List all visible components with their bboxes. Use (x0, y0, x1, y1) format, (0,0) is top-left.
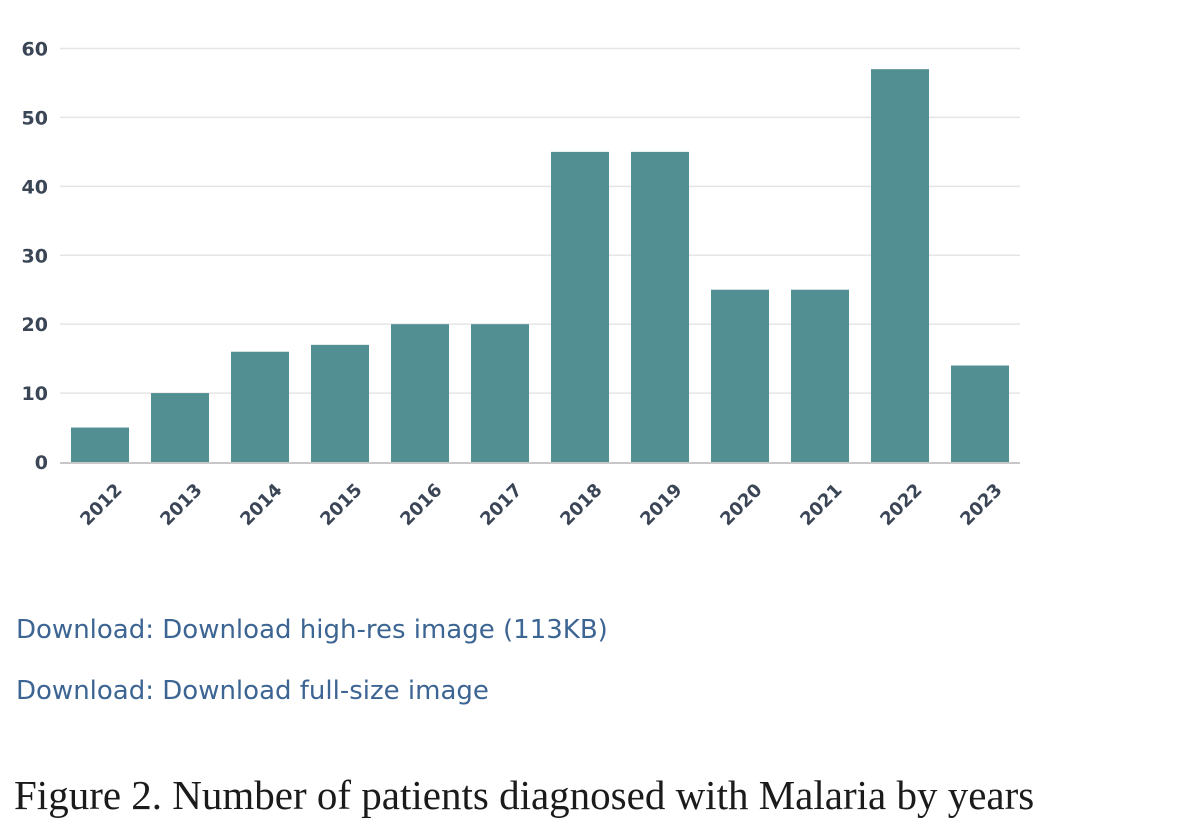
bar-2020 (711, 289, 769, 462)
bars (71, 69, 1009, 463)
x-tick-label: 2019 (636, 480, 686, 530)
x-tick-label: 2016 (396, 480, 446, 530)
bar-2014 (231, 351, 289, 462)
x-tick-label: 2020 (716, 480, 766, 530)
y-tick-label: 60 (22, 39, 48, 61)
bar-2022 (871, 69, 929, 463)
download-full-size-link[interactable]: Download: Download full-size image (16, 676, 489, 706)
bar-2012 (71, 427, 129, 462)
x-tick-label: 2018 (556, 480, 606, 530)
x-tick-label: 2023 (956, 480, 1006, 530)
y-tick-label: 0 (35, 452, 48, 474)
bar-2017 (471, 324, 529, 462)
gridlines (60, 47, 1020, 394)
x-tick-label: 2013 (156, 480, 206, 530)
bar-2018 (551, 151, 609, 462)
x-tick-label: 2014 (236, 480, 286, 530)
bar-2019 (631, 151, 689, 462)
x-tick-label: 2021 (796, 480, 846, 530)
bar-2015 (311, 344, 369, 462)
y-tick-label: 30 (22, 245, 48, 267)
x-tick-label: 2015 (316, 480, 366, 530)
x-tick-label: 2022 (876, 480, 926, 530)
download-high-res-link[interactable]: Download: Download high-res image (113KB… (16, 615, 608, 645)
bar-2013 (151, 393, 209, 462)
y-tick-label: 40 (22, 176, 48, 198)
x-axis-ticks: 2012 2013 2014 2015 2016 2017 2018 2019 2020 2021… (76, 480, 1006, 530)
x-tick-label: 2017 (476, 480, 526, 530)
bar-2016 (391, 324, 449, 462)
y-axis-ticks: 0 10 20 30 40 50 60 (22, 39, 48, 475)
y-tick-label: 20 (22, 314, 48, 336)
bar-2021 (791, 289, 849, 462)
bar-2023 (951, 365, 1009, 462)
y-tick-label: 50 (22, 107, 48, 129)
y-tick-label: 10 (22, 383, 48, 405)
x-tick-label: 2012 (76, 480, 126, 530)
figure-caption: Figure 2. Number of patients diagnosed w… (14, 772, 1035, 818)
